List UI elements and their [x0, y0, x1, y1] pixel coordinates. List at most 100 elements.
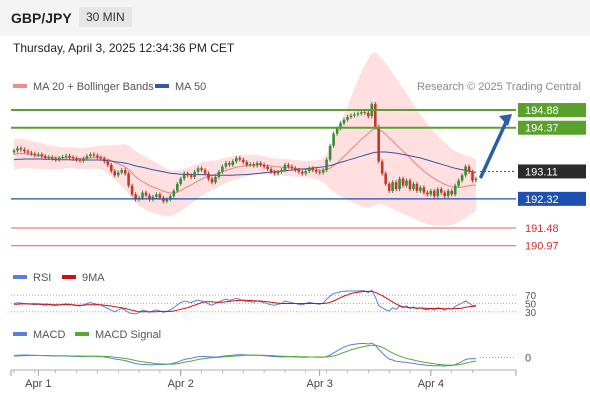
candle-body	[193, 171, 196, 177]
candle-body	[384, 173, 387, 184]
candle-body	[106, 161, 110, 165]
candle-body	[176, 183, 179, 191]
candle-body	[182, 173, 186, 179]
ma-bb-legend-label: MA 20 + Bollinger Bands	[33, 81, 154, 93]
macd-signal-legend-swatch	[75, 332, 89, 336]
candle-body	[374, 104, 377, 127]
ma50-legend-label: MA 50	[175, 81, 206, 93]
candle-body	[325, 159, 328, 171]
rsi-legend-label: RSI	[33, 272, 51, 284]
resistance-2-tag	[518, 103, 586, 118]
candle-body	[426, 192, 429, 195]
candle-body	[321, 170, 325, 173]
candle-body	[360, 112, 363, 114]
candle-body	[96, 155, 99, 158]
time-axis-label: Apr 1	[25, 378, 51, 390]
candle-body	[57, 157, 61, 160]
target-2-label: 190.97	[525, 241, 559, 253]
macd-zero-label: 0	[525, 353, 531, 365]
candle-body	[356, 113, 360, 115]
candle-body	[61, 156, 64, 158]
candle-body	[471, 171, 474, 181]
last-price-label: 193.11	[525, 166, 558, 178]
candle-body	[40, 154, 44, 157]
resistance-1-tag	[518, 120, 586, 135]
candle-body	[346, 117, 349, 120]
time-axis-label: Apr 3	[307, 378, 333, 390]
time-axis-label: Apr 4	[418, 378, 444, 390]
rsi-level-30-label: 30	[525, 308, 537, 319]
candle-body	[318, 171, 321, 173]
resistance-2-label: 194.88	[525, 105, 559, 117]
candle-body	[335, 128, 339, 134]
candle-body	[408, 180, 412, 190]
candle-body	[179, 178, 182, 184]
macd-panel: 0	[13, 342, 531, 367]
support-1-tag	[518, 191, 586, 206]
rsi-level-70-label: 70	[525, 291, 537, 302]
candle-body	[353, 114, 356, 116]
candle-body	[419, 187, 422, 191]
candle-body	[37, 154, 40, 156]
candle-body	[162, 197, 165, 202]
candle-body	[196, 168, 200, 172]
candle-body	[210, 178, 214, 183]
credit-label: Research © 2025 Trading Central	[417, 81, 581, 93]
candle-body	[297, 170, 301, 172]
candle-body	[158, 194, 162, 198]
candle-body	[235, 157, 238, 162]
candle-body	[464, 166, 467, 176]
candle-body	[228, 163, 231, 165]
candle-body	[148, 195, 151, 200]
candle-body	[377, 126, 380, 162]
candle-body	[363, 112, 367, 114]
candle-body	[290, 166, 294, 169]
candle-body	[214, 177, 217, 183]
candle-body	[457, 180, 460, 186]
candle-body	[151, 196, 155, 200]
candle-body	[314, 170, 318, 172]
candle-body	[127, 173, 130, 186]
candle-body	[231, 161, 235, 165]
timeframe-badge[interactable]: 30 MIN	[79, 7, 132, 27]
ma20-line	[13, 128, 477, 194]
macd-line	[13, 342, 477, 367]
ma50-line	[13, 151, 477, 176]
candle-body	[394, 182, 398, 190]
candle-body	[380, 161, 384, 174]
candle-body	[460, 175, 464, 181]
macd-signal-line	[14, 344, 477, 366]
candle-body	[262, 164, 266, 167]
candle-body	[89, 154, 92, 157]
candle-body	[412, 183, 415, 190]
candle-body	[47, 157, 50, 159]
rsi-legend-swatch	[13, 275, 27, 279]
candle-body	[332, 133, 335, 146]
candle-body	[120, 170, 123, 173]
candle-body	[82, 158, 85, 161]
time-axis: Apr 1 Apr 2 Apr 3 Apr 4	[10, 369, 517, 390]
candle-body	[144, 192, 148, 196]
candle-body	[238, 157, 242, 160]
rsi-line	[13, 289, 477, 315]
candle-body	[116, 172, 120, 176]
symbol-title: GBP/JPY	[11, 10, 72, 26]
candle-body	[134, 194, 137, 200]
candle-body	[68, 155, 71, 158]
candle-body	[33, 153, 37, 156]
forecast-arrow-shaft	[479, 118, 509, 179]
bollinger-band-fill	[14, 52, 476, 226]
candle-body	[339, 123, 342, 129]
candle-body	[405, 180, 408, 186]
time-axis-label: Apr 2	[168, 378, 194, 390]
candle-body	[446, 190, 450, 197]
candle-body	[308, 168, 311, 172]
price-panel	[12, 52, 478, 226]
rsi-ma-legend-label: 9MA	[82, 272, 105, 284]
candle-body	[276, 171, 280, 174]
candle-body	[186, 173, 189, 176]
candle-body	[391, 182, 394, 191]
ma50-legend-swatch	[155, 84, 169, 88]
